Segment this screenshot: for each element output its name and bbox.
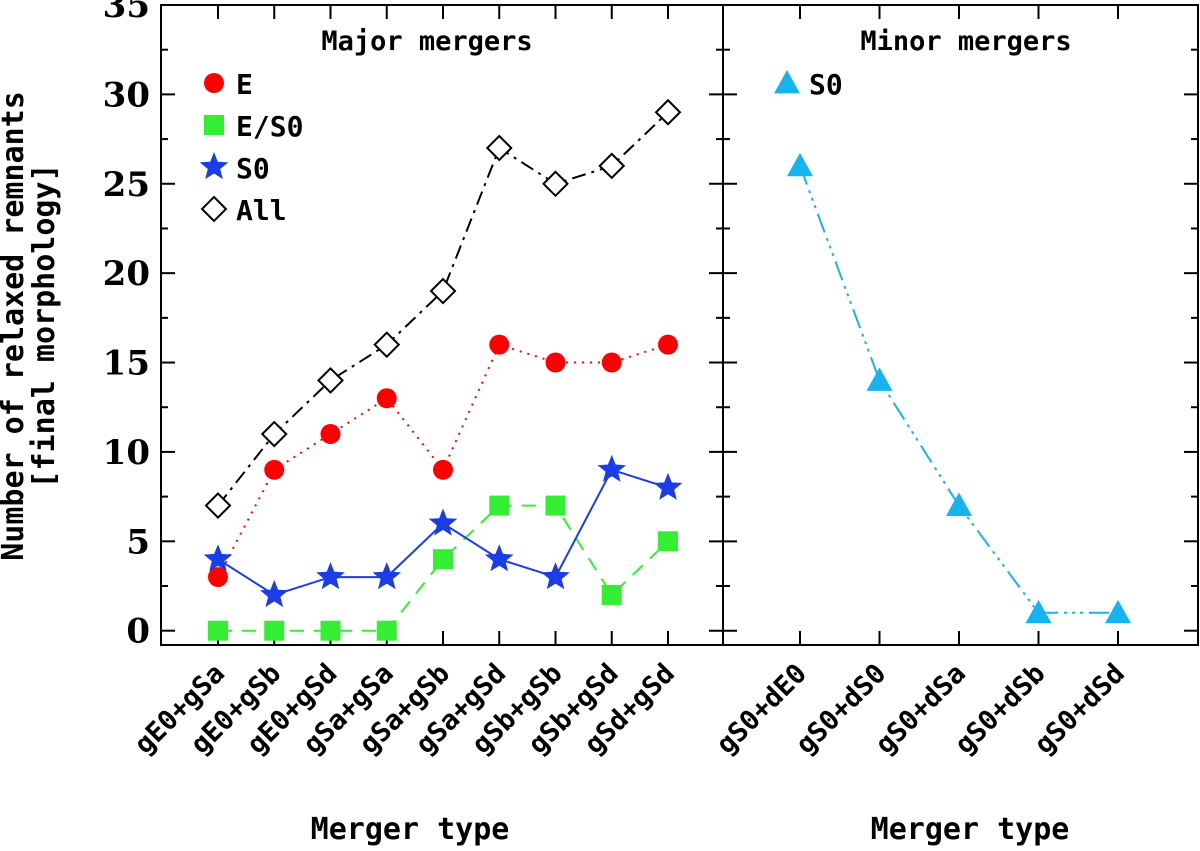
minor-x-axis-title: Merger type <box>871 812 1070 847</box>
y-tick-label: 35 <box>103 0 150 26</box>
data-point-all <box>373 331 401 359</box>
data-point-all <box>429 277 457 305</box>
data-point-e-s0 <box>208 620 228 641</box>
series-layer <box>203 98 1131 641</box>
data-point-all <box>598 152 626 180</box>
data-point-s0 <box>260 579 289 608</box>
series-line-s0 <box>217 468 669 596</box>
legend-label: E/S0 <box>236 110 303 143</box>
data-point-legend-s0 <box>199 152 229 180</box>
data-point-s0 <box>1105 599 1131 624</box>
data-point-s0 <box>653 472 683 500</box>
labels-layer: Number of relaxed remnants [final morpho… <box>0 26 1131 847</box>
major-panel-frame <box>160 4 724 646</box>
data-point-s0 <box>485 544 514 572</box>
data-point-e-s0 <box>658 531 678 552</box>
data-point-e-s0 <box>545 495 566 516</box>
y-tick-label: 20 <box>103 254 150 294</box>
y-tick-label: 5 <box>126 522 150 562</box>
data-point-e <box>320 424 341 445</box>
data-point-e-s0 <box>433 549 453 570</box>
legend-label: S0 <box>236 152 270 185</box>
major-panel-title: Major mergers <box>321 26 532 57</box>
legend: E E/S0 S0 All S0 <box>199 68 843 227</box>
data-point-s0 <box>1025 599 1052 624</box>
data-point-legend-e-s0 <box>204 115 224 135</box>
axis-ticks: 0 5 10 15 20 25 30 35 <box>103 0 1198 652</box>
legend-label: All <box>236 194 287 227</box>
y-axis-title-line1: Number of relaxed remnants <box>0 91 31 561</box>
legend-label: E <box>236 68 253 101</box>
y-tick-label: 15 <box>103 344 150 384</box>
data-point-e <box>489 334 510 355</box>
data-point-e <box>208 567 228 588</box>
major-x-axis-title: Merger type <box>311 812 510 847</box>
data-point-all <box>654 98 682 126</box>
series-line-s0 <box>799 165 1118 614</box>
data-point-e-s0 <box>489 495 510 516</box>
minor-panel-title: Minor mergers <box>860 26 1071 57</box>
data-point-s0 <box>372 562 401 590</box>
data-point-all <box>317 367 344 394</box>
data-point-all <box>204 492 232 519</box>
data-point-legend-e <box>204 73 224 93</box>
data-point-s0 <box>946 492 972 516</box>
data-point-e <box>433 459 453 480</box>
y-tick-label: 0 <box>126 612 150 652</box>
y-tick-label: 25 <box>103 165 150 205</box>
panel-frames <box>160 4 1199 646</box>
data-point-all <box>542 170 569 198</box>
data-point-s0 <box>866 367 893 391</box>
data-point-e-s0 <box>320 620 341 641</box>
y-tick-label: 10 <box>103 433 150 473</box>
y-axis-title-line2: [final morphology] <box>27 163 62 488</box>
data-point-e <box>376 388 397 409</box>
data-point-e <box>658 334 678 355</box>
data-point-s0 <box>787 152 813 177</box>
data-point-all <box>485 134 513 162</box>
minor-panel-frame <box>722 4 1199 646</box>
data-point-legend-s0 <box>774 70 800 94</box>
data-point-s0 <box>428 508 458 536</box>
data-point-e <box>264 459 285 480</box>
data-point-s0 <box>541 562 570 590</box>
data-point-e-s0 <box>376 620 397 641</box>
data-point-s0 <box>203 544 233 572</box>
data-point-all <box>260 420 288 448</box>
data-point-e-s0 <box>601 584 622 605</box>
series-line-all <box>217 111 669 507</box>
data-point-s0 <box>316 562 345 590</box>
y-tick-label: 30 <box>103 75 150 115</box>
data-point-e <box>545 352 566 373</box>
data-point-e-s0 <box>264 620 285 641</box>
data-point-s0 <box>597 454 626 482</box>
data-point-e <box>601 352 622 373</box>
data-point-legend-all <box>200 195 228 223</box>
series-line-e-s0 <box>218 504 669 632</box>
legend-label: S0 <box>809 68 843 101</box>
